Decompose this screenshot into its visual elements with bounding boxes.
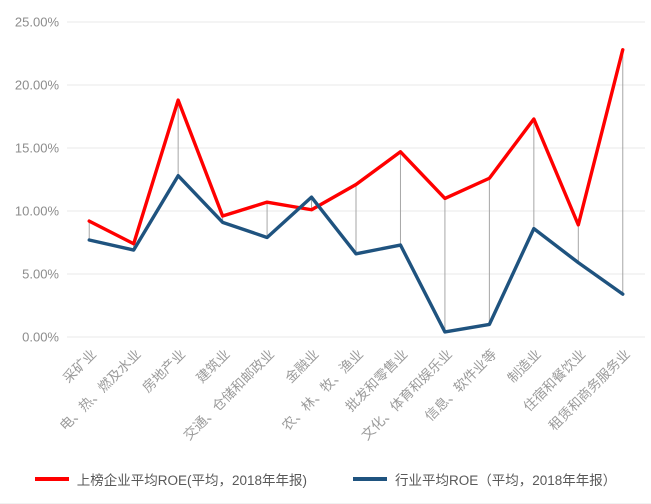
x-category-label: 金融业	[282, 347, 321, 386]
x-category-label: 农、林、牧、渔业	[279, 347, 366, 434]
x-category-label: 采矿业	[60, 347, 99, 386]
y-tick-label: 25.00%	[15, 15, 60, 30]
industry-roe-line	[87, 174, 625, 334]
listed-roe-line-swatch	[34, 477, 69, 481]
x-category-label: 制造业	[505, 347, 544, 386]
chart-legend: 上榜企业平均ROE(平均，2018年年报) 行业平均ROE（平均，2018年年报…	[0, 469, 651, 489]
y-axis-labels: 0.00% 5.00% 10.00% 15.00% 20.00% 25.00%	[15, 15, 60, 345]
y-tick-label: 10.00%	[15, 204, 60, 219]
legend-item-industry-roe: 行业平均ROE（平均，2018年年报）	[352, 469, 617, 489]
y-tick-label: 15.00%	[15, 141, 60, 156]
x-category-label: 房地产业	[139, 347, 188, 396]
legend-label-industry-roe: 行业平均ROE（平均，2018年年报）	[394, 473, 617, 488]
x-category-label: 电、热、燃及水业	[56, 346, 144, 434]
x-category-label: 租赁和商务服务业	[546, 347, 633, 434]
x-category-label: 建筑业	[193, 347, 232, 386]
industry-roe-line-swatch	[352, 477, 387, 481]
legend-label-listed-roe: 上榜企业平均ROE(平均，2018年年报)	[76, 473, 307, 488]
y-tick-label: 5.00%	[22, 267, 59, 282]
legend-item-listed-roe: 上榜企业平均ROE(平均，2018年年报)	[34, 469, 307, 489]
y-tick-label: 20.00%	[15, 78, 60, 93]
y-tick-label: 0.00%	[22, 330, 59, 345]
listed-roe-line	[87, 48, 625, 246]
